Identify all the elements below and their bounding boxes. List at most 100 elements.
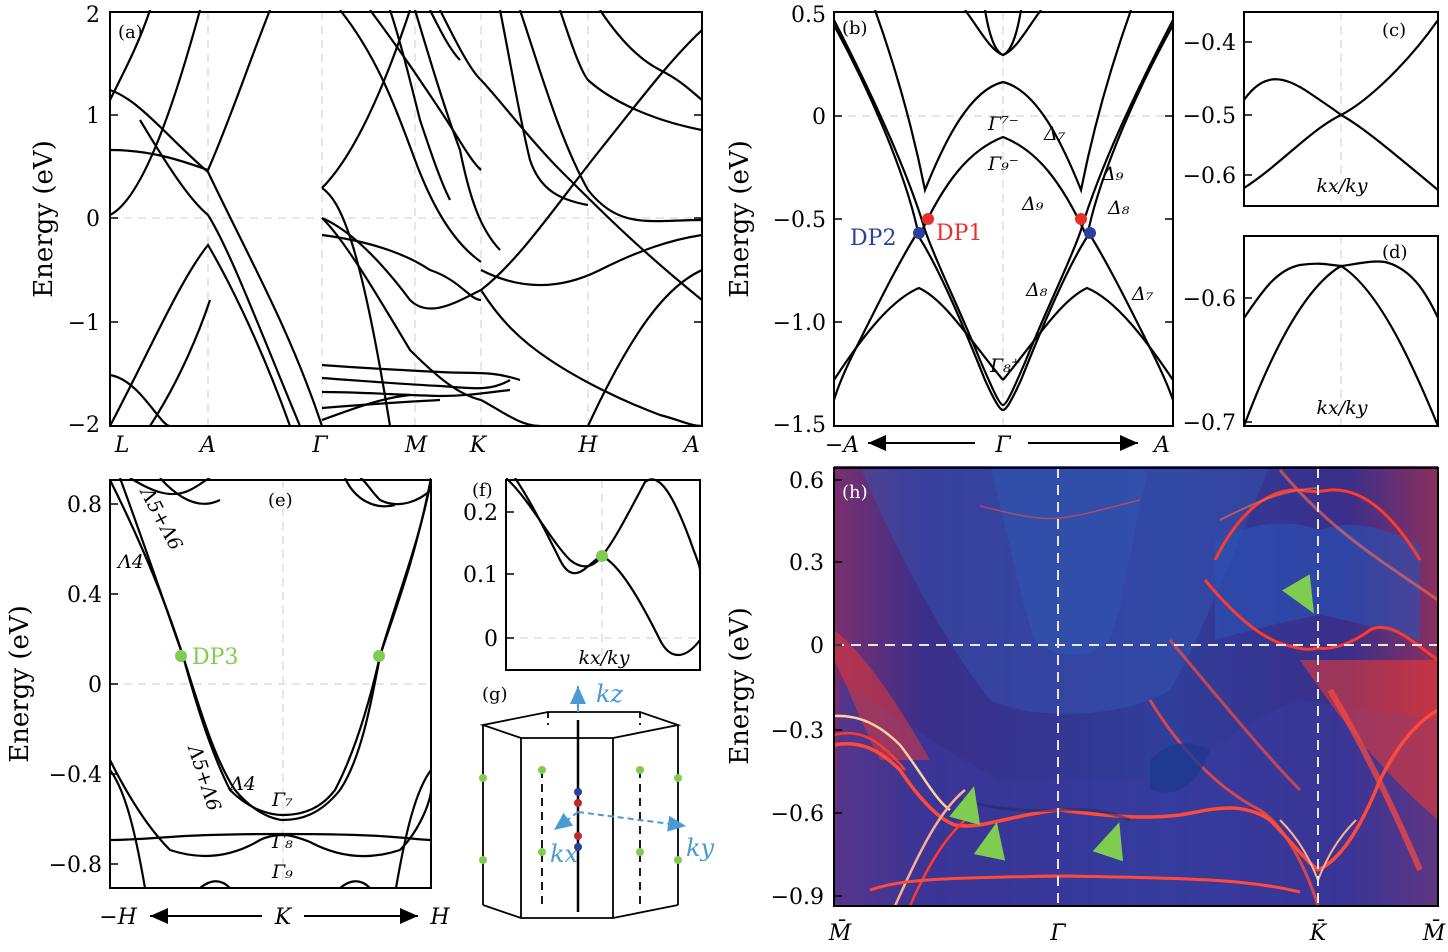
panel-d: −0.6 −0.7 (d) kx/ky bbox=[1183, 235, 1439, 436]
tick-a-1: 1 bbox=[86, 104, 100, 129]
tick-a-0: 0 bbox=[86, 207, 100, 232]
panel-label-g: (g) bbox=[482, 684, 508, 705]
ann-e-l56-bot: Λ5+Λ6 bbox=[183, 741, 225, 814]
kpoint-a-Gamma: Γ bbox=[311, 433, 328, 458]
kx-axis bbox=[553, 811, 579, 831]
xlabel-d: kx/ky bbox=[1317, 397, 1368, 419]
panel-a: 2 1 0 −1 −2 Energy (eV) (a) L A Γ M K H … bbox=[29, 3, 703, 458]
panel-label-h: (h) bbox=[842, 482, 868, 503]
panel-label-e: (e) bbox=[268, 490, 293, 511]
ann-e-g9: Γ₉ bbox=[271, 861, 293, 883]
ann-b-g8: Γ₈⁺ bbox=[989, 355, 1021, 377]
tick-f-01: 0.1 bbox=[463, 563, 498, 588]
tick-c-04: −0.4 bbox=[1183, 31, 1236, 56]
tick-d-07: −0.7 bbox=[1183, 411, 1236, 436]
bands-e bbox=[110, 478, 431, 889]
dp2-left-point bbox=[913, 227, 925, 239]
ylabel-b: Energy (eV) bbox=[725, 140, 755, 298]
dp1-right-point bbox=[1075, 213, 1087, 225]
tick-b-m15: −1.5 bbox=[773, 413, 826, 438]
tick-b-m05: −0.5 bbox=[773, 208, 826, 233]
tick-h-m09: −0.9 bbox=[771, 885, 824, 910]
kpoint-a-A2: A bbox=[682, 433, 700, 458]
dp3-right-point bbox=[373, 650, 385, 662]
panel-h: 0.6 0.3 0 −0.3 −0.6 −0.9 Energy (eV) (h)… bbox=[725, 466, 1446, 946]
kpoint-a-M: M bbox=[404, 433, 428, 458]
panel-label-a: (a) bbox=[118, 22, 143, 43]
ann-e-l4-bot: Λ4 bbox=[228, 773, 256, 795]
tick-e-0: 0 bbox=[88, 673, 102, 698]
xlabel-h-M2: M̄ bbox=[1422, 919, 1446, 946]
tick-c-05: −0.5 bbox=[1183, 104, 1236, 129]
kpoint-a-H: H bbox=[577, 433, 598, 458]
tick-e-08: 0.8 bbox=[67, 493, 102, 518]
xlabel-e-minusH: −H bbox=[99, 905, 137, 930]
ann-e-g7: Γ₇ bbox=[271, 789, 293, 811]
panel-label-b: (b) bbox=[842, 18, 868, 39]
ky-axis bbox=[577, 811, 687, 832]
bands-c bbox=[1244, 19, 1438, 191]
ylabel-h: Energy (eV) bbox=[725, 607, 755, 765]
tick-h-03: 0.3 bbox=[789, 551, 824, 576]
dp2-right-point bbox=[1084, 227, 1096, 239]
panel-g: (g) kz kx ky bbox=[479, 680, 715, 919]
panel-e: 0.8 0.4 0 −0.4 −0.8 Energy (eV) (e) Λ5+Λ… bbox=[5, 478, 450, 930]
surface-state-arrows bbox=[949, 574, 1315, 862]
tick-h-m03: −0.3 bbox=[771, 719, 824, 744]
panel-b: 0.5 0 −0.5 −1.0 −1.5 Energy (eV) (b) −A … bbox=[725, 3, 1174, 458]
ann-b-d7a: Δ₇ bbox=[1043, 123, 1066, 145]
dp3-left-point bbox=[175, 650, 187, 662]
ann-e-l4-top: Λ4 bbox=[116, 551, 144, 573]
tick-f-02: 0.2 bbox=[463, 501, 498, 526]
kpoint-a-K: K bbox=[469, 433, 488, 458]
ann-e-g8: Γ₈ bbox=[271, 831, 293, 853]
ann-b-d7b: Δ₇ bbox=[1131, 283, 1154, 305]
xlabel-h-Gamma: Γ̄ bbox=[1049, 921, 1066, 946]
ylabel-a: Energy (eV) bbox=[29, 140, 59, 298]
tick-e-m08: −0.8 bbox=[49, 853, 102, 878]
tick-d-06: −0.6 bbox=[1183, 287, 1236, 312]
tick-b-m10: −1.0 bbox=[773, 311, 826, 336]
label-kx: kx bbox=[550, 840, 579, 868]
ann-b-d8b: Δ₈ bbox=[1025, 279, 1048, 301]
tick-a-m1: −1 bbox=[68, 311, 100, 336]
label-dp1: DP1 bbox=[936, 221, 982, 246]
tick-b-0: 0 bbox=[812, 105, 826, 130]
tick-b-05: 0.5 bbox=[791, 3, 826, 28]
panel-label-d: (d) bbox=[1382, 242, 1408, 263]
xlabel-h-K: K̄ bbox=[1309, 919, 1328, 946]
tick-e-04: 0.4 bbox=[67, 583, 102, 608]
xlabel-b-Gamma: Γ bbox=[994, 433, 1011, 458]
xlabel-h-M1: M̄ bbox=[828, 919, 852, 946]
bands-a bbox=[110, 10, 702, 426]
label-ky: ky bbox=[686, 834, 715, 862]
xlabel-e-H: H bbox=[429, 905, 450, 930]
ann-b-g9: Γ₉⁻ bbox=[987, 153, 1019, 175]
kpoint-a-A: A bbox=[198, 433, 216, 458]
tick-e-m04: −0.4 bbox=[49, 763, 102, 788]
ylabel-e: Energy (eV) bbox=[5, 605, 35, 763]
bz-points bbox=[479, 766, 682, 864]
bands-d bbox=[1244, 260, 1438, 427]
xlabel-b-A: A bbox=[1152, 433, 1170, 458]
tick-h-m06: −0.6 bbox=[771, 802, 824, 827]
dp3-zoom-point bbox=[596, 550, 608, 562]
tick-a-m2: −2 bbox=[68, 413, 100, 438]
xlabel-f: kx/ky bbox=[579, 647, 630, 669]
xlabel-b-minusA: −A bbox=[825, 433, 859, 458]
kpoint-a-L: L bbox=[114, 433, 130, 458]
ann-b-d9a: Δ₉ bbox=[1101, 163, 1124, 185]
bands-b bbox=[834, 10, 1173, 412]
tick-a-2: 2 bbox=[86, 3, 100, 28]
xlabel-e-K: K bbox=[274, 905, 293, 930]
ann-b-d9b: Δ₉ bbox=[1021, 193, 1044, 215]
tick-f-0: 0 bbox=[484, 627, 498, 652]
panel-c: −0.4 −0.5 −0.6 (c) kx/ky bbox=[1183, 11, 1439, 207]
label-dp3: DP3 bbox=[192, 645, 238, 670]
brillouin-zone bbox=[479, 711, 682, 919]
label-dp2: DP2 bbox=[850, 226, 896, 251]
ann-b-g7: Γ⁷⁻ bbox=[987, 113, 1019, 135]
panel-f: 0.2 0.1 0 (f) kx/ky bbox=[463, 478, 701, 671]
bands-f bbox=[506, 478, 700, 657]
